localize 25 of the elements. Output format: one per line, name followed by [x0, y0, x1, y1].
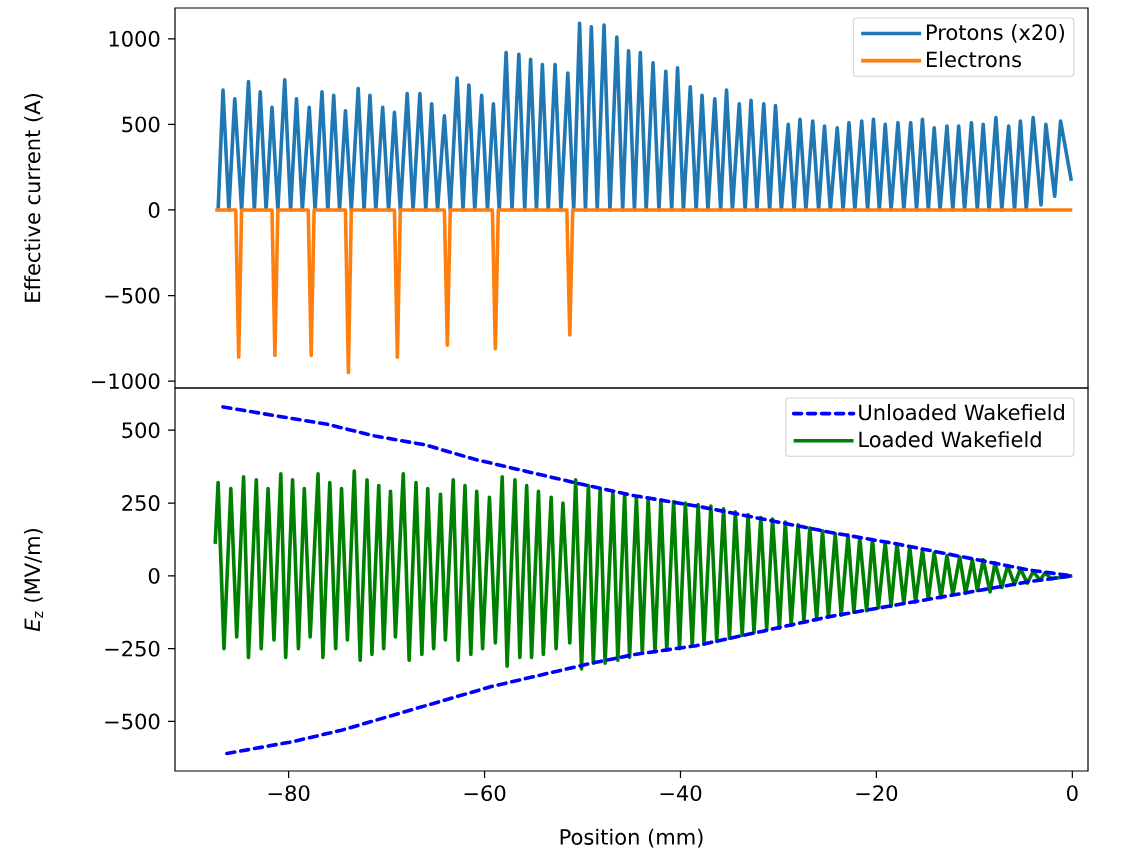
y-tick-label: −500 [105, 713, 160, 730]
y-tick-label: 250 [122, 495, 160, 511]
y-tick-label: −1000 [92, 373, 160, 390]
y-axis-title: E$_{z}$ (MV/m) [23, 529, 44, 632]
y-tick-label: 500 [122, 116, 160, 133]
x-tick-label: 0 [1067, 785, 1078, 802]
x-axis-title: Position (mm) [560, 828, 703, 848]
y-tick-label: 1000 [109, 30, 160, 47]
x-tick-label: −60 [464, 785, 506, 802]
line-series [216, 21, 1074, 212]
y-tick-label: 500 [122, 422, 160, 439]
line-series [213, 208, 1075, 375]
line-series [213, 469, 1075, 671]
y-axis-title: Effective current (A) [24, 94, 43, 302]
y-tick-label: 0 [148, 567, 160, 584]
y-tick-label: −500 [105, 287, 160, 304]
legend-label: Protons (x20) [927, 23, 1064, 43]
legend-label: Loaded Wakefield [859, 431, 1041, 448]
legend-label: Unloaded Wakefield [859, 404, 1064, 421]
y-tick-label: 0 [148, 202, 160, 218]
x-tick-label: −80 [268, 785, 310, 802]
x-tick-label: −20 [856, 785, 898, 802]
x-tick-label: −40 [660, 785, 702, 802]
legend-label: Electrons [927, 51, 1022, 68]
y-tick-label: −250 [105, 640, 160, 657]
